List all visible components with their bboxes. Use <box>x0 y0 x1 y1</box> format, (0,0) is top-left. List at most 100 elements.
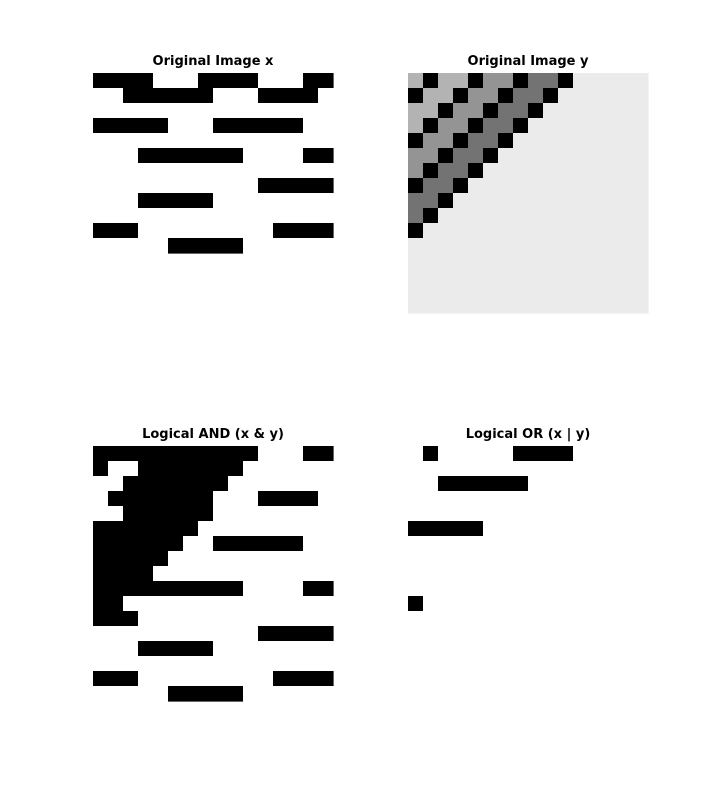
image-cell <box>543 536 559 552</box>
image-cell <box>588 521 604 537</box>
image-cell <box>633 491 649 507</box>
image-cell <box>183 506 199 522</box>
image-cell <box>438 446 454 462</box>
image-cell <box>618 268 634 284</box>
image-cell <box>123 88 139 104</box>
image-cell <box>153 521 169 537</box>
image-cell <box>288 641 304 657</box>
image-cell <box>228 88 244 104</box>
image-cell <box>258 238 274 254</box>
image-cell <box>303 193 319 209</box>
image-cell <box>498 566 514 582</box>
image-cell <box>153 133 169 149</box>
image-cell <box>408 88 424 104</box>
image-cell <box>513 118 529 134</box>
image-cell <box>273 178 289 194</box>
image-cell <box>258 641 274 657</box>
image-cell <box>558 238 574 254</box>
image-cell <box>498 118 514 134</box>
image-cell <box>288 491 304 507</box>
image-cell <box>453 476 469 492</box>
image-cell <box>408 133 424 149</box>
image-cell <box>408 491 424 507</box>
image-cell <box>573 626 589 642</box>
image-cell <box>558 566 574 582</box>
image-cell <box>618 446 634 462</box>
image-cell <box>528 656 544 672</box>
image-cell <box>138 491 154 507</box>
image-cell <box>453 566 469 582</box>
image-cell <box>468 163 484 179</box>
image-cell <box>243 521 259 537</box>
image-cell <box>273 118 289 134</box>
image-cell <box>183 476 199 492</box>
image-cell <box>138 208 154 224</box>
image-cell <box>438 148 454 164</box>
image-cell <box>273 133 289 149</box>
image-cell <box>483 491 499 507</box>
image-cell <box>93 506 109 522</box>
image-cell <box>618 491 634 507</box>
image-cell <box>468 148 484 164</box>
image-cell <box>183 566 199 582</box>
image-cell <box>228 148 244 164</box>
image-cell <box>183 148 199 164</box>
image-cell <box>228 446 244 462</box>
image-cell <box>528 506 544 522</box>
image-cell <box>483 118 499 134</box>
image-cell <box>288 551 304 567</box>
image-cell <box>633 178 649 194</box>
image-cell <box>243 73 259 89</box>
image-cell <box>258 208 274 224</box>
image-cell <box>303 596 319 612</box>
image-cell <box>558 148 574 164</box>
image-cell <box>153 178 169 194</box>
image-cell <box>198 686 214 702</box>
image-cell <box>633 238 649 254</box>
image-cell <box>438 298 454 314</box>
image-cell <box>423 133 439 149</box>
image-cell <box>228 566 244 582</box>
image-cell <box>243 506 259 522</box>
image-cell <box>213 641 229 657</box>
image-cell <box>153 223 169 239</box>
image-cell <box>573 103 589 119</box>
image-cell <box>423 223 439 239</box>
image-cell <box>318 476 334 492</box>
image-cell <box>633 253 649 269</box>
image-cell <box>168 536 184 552</box>
image-cell <box>213 118 229 134</box>
image-cell <box>108 178 124 194</box>
image-cell <box>438 133 454 149</box>
image-cell <box>603 148 619 164</box>
image-cell <box>423 193 439 209</box>
image-cell <box>603 581 619 597</box>
image-cell <box>558 88 574 104</box>
panel-title-logical-or: Logical OR (x | y) <box>466 427 591 442</box>
image-cell <box>618 208 634 224</box>
image-cell <box>513 461 529 477</box>
image-cell <box>543 133 559 149</box>
image-cell <box>198 476 214 492</box>
image-cell <box>573 133 589 149</box>
image-cell <box>318 656 334 672</box>
image-cell <box>513 686 529 702</box>
image-cell <box>138 506 154 522</box>
image-cell <box>423 581 439 597</box>
image-cell <box>438 491 454 507</box>
image-cell <box>258 163 274 179</box>
image-cell <box>603 611 619 627</box>
image-cell <box>528 536 544 552</box>
image-cell <box>483 178 499 194</box>
image-cell <box>528 491 544 507</box>
image-cell <box>453 446 469 462</box>
image-cell <box>288 148 304 164</box>
image-cell <box>153 641 169 657</box>
image-cell <box>303 148 319 164</box>
image-cell <box>603 178 619 194</box>
image-cell <box>618 476 634 492</box>
image-cell <box>273 581 289 597</box>
image-cell <box>543 551 559 567</box>
image-cell <box>168 686 184 702</box>
image-cell <box>258 596 274 612</box>
